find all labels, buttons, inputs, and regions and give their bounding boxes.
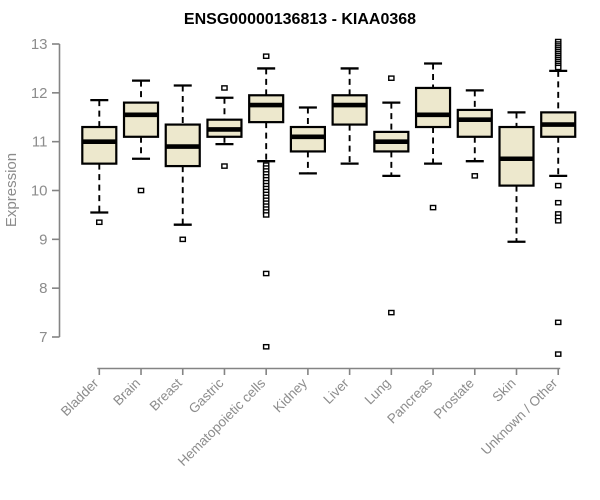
box-kidney bbox=[289, 106, 326, 175]
outlier-point bbox=[262, 212, 270, 218]
outlier-point bbox=[262, 53, 270, 60]
x-tick-label: Breast bbox=[147, 375, 185, 413]
outlier-point bbox=[388, 75, 395, 81]
outlier-point bbox=[137, 187, 145, 194]
iqr-box bbox=[456, 108, 493, 138]
outlier-point bbox=[95, 219, 103, 226]
box-breast bbox=[164, 84, 201, 243]
box-series bbox=[81, 38, 577, 357]
outlier-point bbox=[554, 319, 562, 326]
y-tick-label: 10 bbox=[31, 183, 48, 200]
outlier-point bbox=[262, 343, 270, 350]
y-tick-label: 12 bbox=[31, 85, 48, 102]
x-tick-label: Unknown / Other bbox=[478, 375, 561, 458]
outlier-point bbox=[554, 64, 562, 71]
box-skin bbox=[498, 111, 535, 243]
box-pancreas bbox=[414, 62, 452, 211]
outlier-point bbox=[554, 351, 562, 357]
iqr-box bbox=[81, 125, 118, 165]
outlier-point bbox=[471, 173, 479, 179]
outlier-point bbox=[179, 236, 187, 243]
box-hematopoietic-cells bbox=[248, 53, 285, 350]
box-lung bbox=[373, 75, 410, 316]
outlier-point bbox=[429, 204, 437, 211]
outlier-point bbox=[388, 309, 395, 316]
iqr-box bbox=[414, 86, 452, 129]
x-tick-label: Pancreas bbox=[384, 375, 435, 426]
iqr-box bbox=[498, 125, 535, 187]
outlier-point bbox=[221, 163, 228, 169]
x-tick-label: Kidney bbox=[270, 375, 310, 415]
outlier-point bbox=[554, 199, 562, 206]
outlier-point bbox=[262, 270, 270, 277]
y-tick-label: 11 bbox=[32, 134, 48, 151]
y-tick-label: 13 bbox=[31, 36, 48, 53]
x-tick-label: Skin bbox=[489, 376, 518, 405]
iqr-box bbox=[331, 94, 368, 126]
y-tick-label: 9 bbox=[39, 231, 47, 248]
x-tick-label: Prostate bbox=[431, 376, 477, 422]
x-tick-label: Gastric bbox=[186, 375, 227, 416]
iqr-box bbox=[122, 101, 160, 138]
x-tick-label: Lung bbox=[362, 376, 394, 408]
box-liver bbox=[331, 67, 368, 165]
y-tick-label: 7 bbox=[39, 329, 47, 346]
x-tick-label: Brain bbox=[110, 376, 143, 409]
iqr-box bbox=[289, 125, 326, 153]
y-axis-label: Expression bbox=[3, 153, 20, 227]
x-tick-label: Bladder bbox=[58, 375, 102, 419]
x-tick-label: Liver bbox=[320, 375, 352, 407]
chart-title: ENSG00000136813 - KIAA0368 bbox=[184, 11, 416, 28]
box-gastric bbox=[206, 85, 243, 169]
box-unknown-other bbox=[540, 38, 577, 357]
box-bladder bbox=[81, 99, 118, 226]
outlier-point bbox=[554, 217, 562, 224]
outlier-point bbox=[221, 85, 228, 91]
outlier-point bbox=[554, 182, 562, 189]
iqr-box bbox=[248, 94, 285, 124]
box-prostate bbox=[456, 89, 493, 179]
box-brain bbox=[122, 79, 160, 194]
y-tick-label: 8 bbox=[39, 280, 47, 297]
